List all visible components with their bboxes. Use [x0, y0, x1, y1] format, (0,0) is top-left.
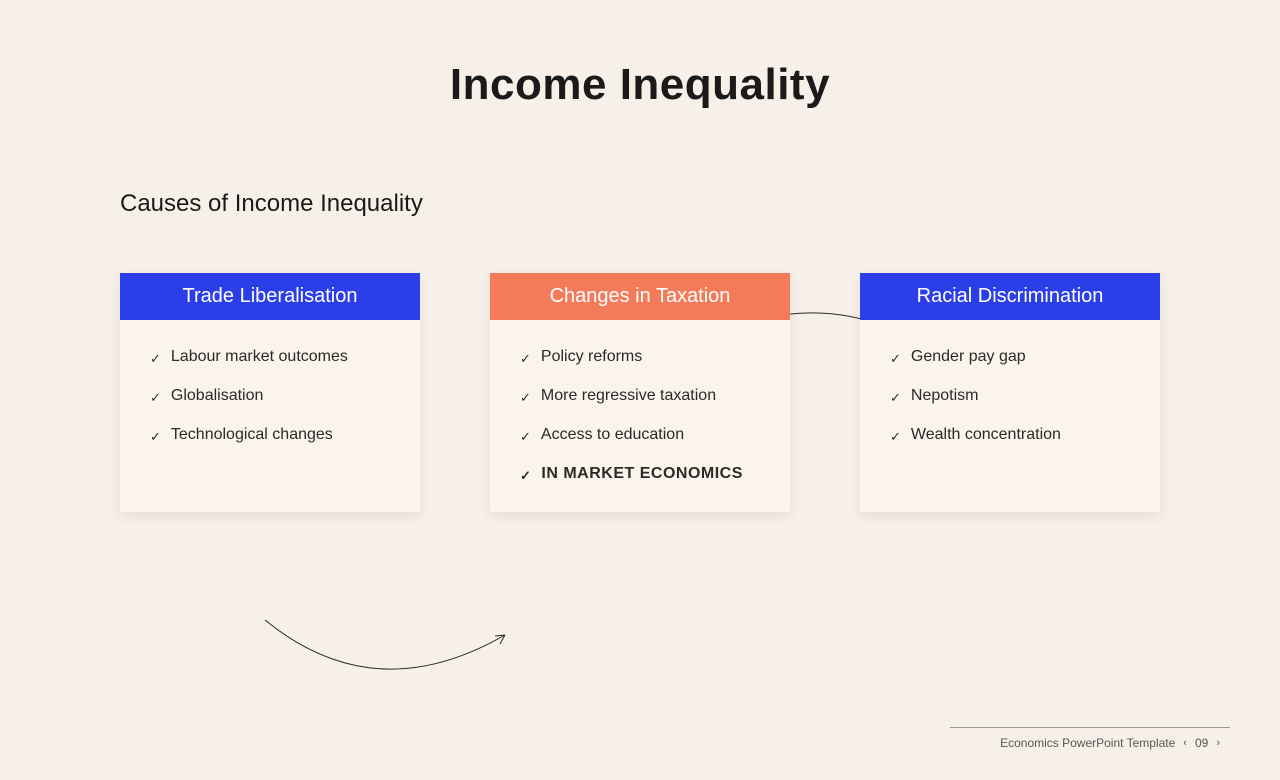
card-item: ✓ Access to education	[520, 426, 760, 445]
check-icon: ✓	[520, 429, 531, 445]
card-item: ✓ Gender pay gap	[890, 348, 1130, 367]
card-item: ✓ Nepotism	[890, 387, 1130, 406]
card-body: ✓ Gender pay gap ✓ Nepotism ✓ Wealth con…	[860, 320, 1160, 473]
footer-divider	[950, 727, 1230, 728]
footer-template-name: Economics PowerPoint Template	[1000, 736, 1175, 750]
card-body: ✓ Policy reforms ✓ More regressive taxat…	[490, 320, 790, 512]
card-item: ✓ More regressive taxation	[520, 387, 760, 406]
card-item-text: IN MARKET ECONOMICS	[541, 465, 743, 483]
prev-arrow-icon[interactable]: ‹	[1183, 737, 1187, 749]
card-item-text: Gender pay gap	[911, 348, 1026, 366]
check-icon: ✓	[520, 468, 531, 484]
check-icon: ✓	[890, 429, 901, 445]
card-item: ✓ IN MARKET ECONOMICS	[520, 465, 760, 484]
check-icon: ✓	[150, 390, 161, 406]
card-racial-discrimination: Racial Discrimination ✓ Gender pay gap ✓…	[860, 273, 1160, 512]
card-item-text: Globalisation	[171, 387, 264, 405]
card-header: Changes in Taxation	[490, 273, 790, 320]
card-item-text: More regressive taxation	[541, 387, 716, 405]
next-arrow-icon[interactable]: ›	[1216, 737, 1220, 749]
footer: Economics PowerPoint Template ‹ 09 ›	[1000, 736, 1220, 750]
page-number: 09	[1195, 736, 1208, 750]
slide-subtitle: Causes of Income Inequality	[120, 190, 1280, 218]
card-item: ✓ Policy reforms	[520, 348, 760, 367]
card-item-text: Wealth concentration	[911, 426, 1061, 444]
card-item: ✓ Wealth concentration	[890, 426, 1130, 445]
card-item-text: Technological changes	[171, 426, 333, 444]
card-changes-in-taxation: Changes in Taxation ✓ Policy reforms ✓ M…	[490, 273, 790, 512]
card-body: ✓ Labour market outcomes ✓ Globalisation…	[120, 320, 420, 473]
card-header: Trade Liberalisation	[120, 273, 420, 320]
slide-title: Income Inequality	[0, 60, 1280, 110]
check-icon: ✓	[150, 429, 161, 445]
check-icon: ✓	[520, 390, 531, 406]
cards-container: Trade Liberalisation ✓ Labour market out…	[120, 273, 1160, 512]
card-item-text: Labour market outcomes	[171, 348, 348, 366]
card-header: Racial Discrimination	[860, 273, 1160, 320]
card-item-text: Policy reforms	[541, 348, 642, 366]
check-icon: ✓	[890, 351, 901, 367]
check-icon: ✓	[150, 351, 161, 367]
card-item-text: Access to education	[541, 426, 684, 444]
card-item-text: Nepotism	[911, 387, 979, 405]
check-icon: ✓	[890, 390, 901, 406]
arrow-bottom-connector	[245, 600, 525, 700]
card-item: ✓ Labour market outcomes	[150, 348, 390, 367]
check-icon: ✓	[520, 351, 531, 367]
card-trade-liberalisation: Trade Liberalisation ✓ Labour market out…	[120, 273, 420, 512]
card-item: ✓ Technological changes	[150, 426, 390, 445]
card-item: ✓ Globalisation	[150, 387, 390, 406]
